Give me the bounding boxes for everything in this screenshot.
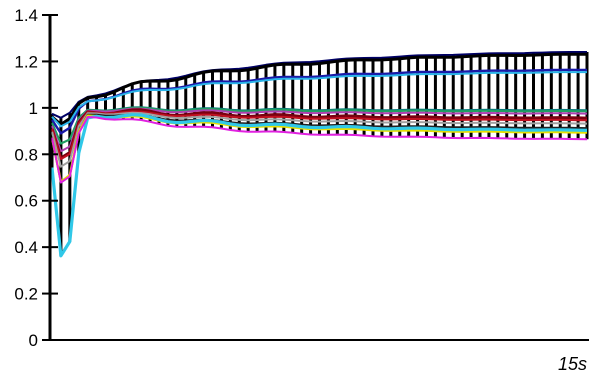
y-ticks-layer: 0 0.2 0.4 0.6 0.8 1 1.2 1.4 — [14, 6, 58, 350]
y-tick-label: 1 — [29, 99, 38, 118]
series-line — [51, 116, 588, 184]
y-tick-label: 1.4 — [14, 6, 38, 25]
series-line — [51, 110, 588, 161]
series-lines-layer — [50, 51, 588, 258]
y-tick-label: 0 — [29, 331, 38, 350]
series-line — [50, 108, 588, 160]
series-line — [51, 111, 588, 168]
y-tick-label: 0.2 — [14, 285, 38, 304]
y-tick-label: 0.4 — [14, 238, 38, 257]
series-line — [50, 68, 587, 135]
x-axis-label: 15s — [558, 354, 587, 374]
y-tick-label: 0.8 — [14, 145, 38, 164]
y-tick-label: 0.6 — [14, 192, 38, 211]
y-tick-label: 1.2 — [14, 52, 38, 71]
axes-layer — [48, 15, 589, 341]
series-line — [51, 71, 587, 128]
series-line — [50, 113, 588, 258]
series-line — [51, 52, 587, 126]
